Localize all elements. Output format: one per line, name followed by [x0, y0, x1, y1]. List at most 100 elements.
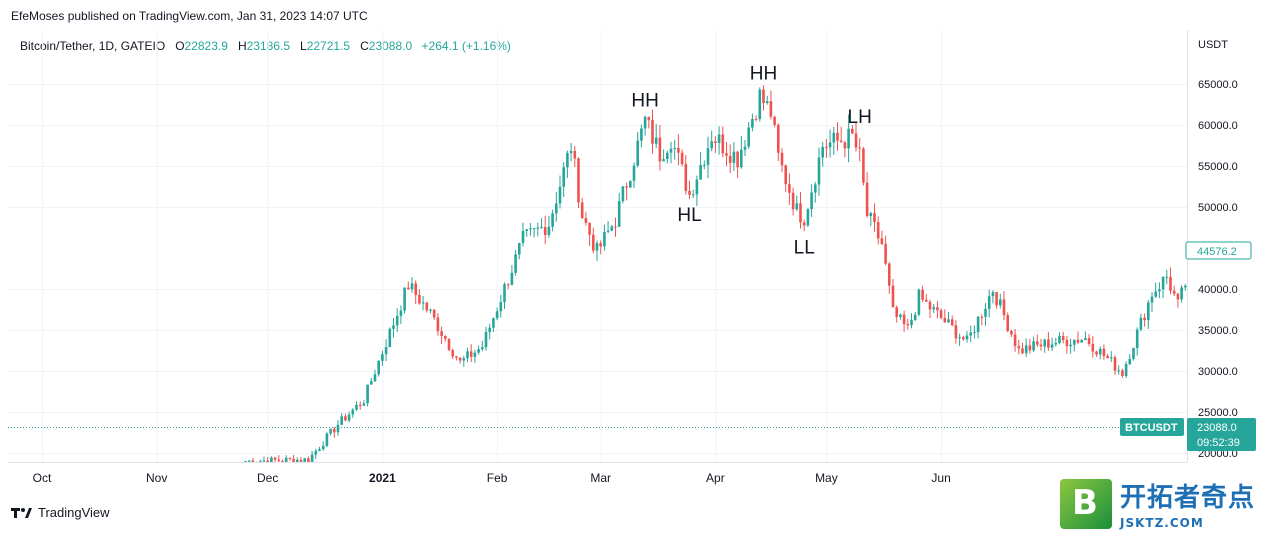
candle	[266, 456, 269, 462]
candle	[647, 116, 651, 129]
annotation-label: HL	[677, 205, 701, 226]
candle	[436, 313, 440, 336]
candle	[488, 323, 491, 340]
candle	[307, 456, 310, 462]
candle	[292, 454, 295, 462]
candle	[773, 115, 776, 128]
time-tick-label: Dec	[257, 471, 278, 485]
candle	[788, 173, 791, 205]
candle	[410, 277, 414, 293]
candle	[962, 335, 965, 341]
candle	[1110, 351, 1113, 363]
candle	[595, 240, 599, 261]
candle	[418, 289, 421, 305]
candle	[1013, 329, 1017, 352]
candle	[1143, 313, 1146, 327]
candle	[351, 408, 355, 418]
price-tick-label: 65000.0	[1198, 79, 1238, 91]
candle	[1113, 355, 1117, 375]
tradingview-logo-icon	[11, 507, 32, 518]
candle	[1180, 285, 1183, 303]
candle	[499, 294, 503, 318]
candle	[762, 85, 765, 111]
candle	[1039, 338, 1043, 351]
candle	[1124, 361, 1128, 378]
watermark-url: JSKTZ.COM	[1119, 516, 1204, 530]
candle	[721, 126, 725, 158]
candle	[606, 220, 610, 234]
candle	[325, 432, 329, 448]
candle	[244, 460, 247, 462]
watermark-title: 开拓者奇点	[1119, 483, 1255, 513]
candle	[651, 109, 654, 154]
candle	[425, 302, 429, 313]
legend-change: +264.1 (+1.16%)	[421, 39, 511, 53]
candle	[843, 140, 847, 158]
candle	[643, 115, 647, 136]
candle	[558, 175, 562, 209]
grid	[8, 30, 1187, 463]
price-axis[interactable]: USDT 65000.0 60000.0 55000.0 50000.0 40000.0…	[1198, 39, 1238, 460]
time-axis[interactable]: Oct Nov Dec 2021 Feb Mar Apr May Jun	[33, 471, 951, 485]
candle	[1095, 350, 1098, 357]
candle	[536, 222, 540, 237]
legend-close: 23088.0	[368, 39, 413, 53]
candle	[370, 377, 373, 385]
candle	[466, 347, 469, 363]
legend-high-label: H	[237, 39, 247, 53]
candle	[492, 317, 495, 333]
candle	[1169, 267, 1172, 295]
candle	[506, 283, 510, 290]
legend-low-label: L	[300, 39, 307, 53]
candle	[1154, 282, 1157, 298]
time-tick-label: 2021	[369, 471, 396, 485]
current-high-tag: 44576.2	[1185, 241, 1252, 260]
candle	[780, 148, 784, 173]
candle	[632, 162, 636, 189]
candle	[247, 460, 251, 462]
candle	[1132, 347, 1135, 361]
candle	[1006, 312, 1009, 333]
candle	[273, 456, 277, 462]
candle	[691, 189, 695, 198]
price-tick-label: 30000.0	[1198, 366, 1238, 378]
candle	[836, 122, 839, 151]
candle	[658, 125, 662, 171]
candle	[1024, 338, 1028, 358]
price-tick-label: 40000.0	[1198, 284, 1238, 296]
candle	[950, 315, 954, 327]
candle	[321, 441, 325, 451]
candle	[1069, 338, 1072, 354]
candle	[355, 401, 358, 412]
candle	[673, 139, 676, 160]
candle	[569, 142, 573, 162]
candle	[928, 299, 932, 319]
candle	[880, 230, 884, 246]
pattern-annotations: HH HL HH LL LH	[631, 64, 871, 259]
time-tick-label: Mar	[590, 471, 611, 485]
candle	[662, 149, 665, 162]
tradingview-brand[interactable]: TradingView	[11, 505, 110, 520]
candle	[999, 293, 1002, 309]
candle	[987, 289, 991, 318]
candle	[1091, 336, 1095, 358]
annotation-label: LL	[794, 238, 815, 259]
candle	[362, 400, 366, 407]
candle	[777, 123, 780, 162]
candle	[629, 180, 632, 188]
candle	[932, 303, 935, 314]
candle	[984, 303, 987, 326]
candle	[1058, 332, 1061, 345]
candle	[373, 369, 377, 382]
site-watermark: B 开拓者奇点 JSKTZ.COM	[1059, 477, 1255, 530]
candle	[444, 335, 447, 342]
candle	[1084, 331, 1087, 341]
candle	[525, 229, 528, 237]
candle	[976, 315, 980, 339]
candle	[791, 187, 795, 216]
candle	[284, 455, 288, 462]
annotation-label: HH	[750, 64, 777, 85]
candle	[296, 457, 299, 462]
candle	[769, 90, 773, 120]
